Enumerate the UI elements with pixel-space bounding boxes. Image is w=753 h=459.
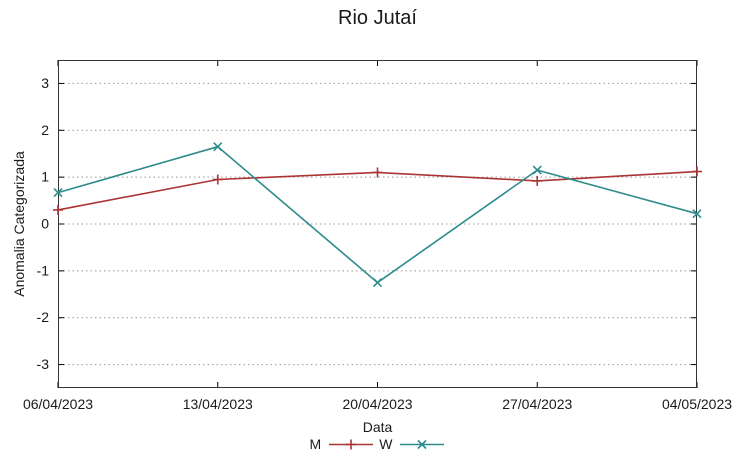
series-marker-M [692, 166, 702, 177]
series-line-W [57, 145, 698, 284]
y-tick-label: 2 [41, 122, 49, 138]
x-tick-label: 06/04/2023 [23, 396, 93, 412]
legend-sample-marker-W-stroke [417, 439, 428, 449]
x-tick-label: 13/04/2023 [183, 396, 253, 412]
series-marker-W [692, 209, 702, 219]
x-tick-label: 20/04/2023 [342, 396, 412, 412]
plot-border [58, 60, 697, 388]
x-tick-label: 04/05/2023 [662, 396, 732, 412]
series-marker-W-stroke [53, 188, 63, 198]
series-marker-M [53, 204, 63, 215]
series-marker-W-stroke [213, 142, 223, 152]
y-tick-label: -2 [37, 309, 50, 325]
y-tick-label: 1 [41, 169, 49, 185]
x-tick-label: 27/04/2023 [502, 396, 572, 412]
legend-entry-M: M [310, 436, 375, 452]
series-marker-M [372, 167, 383, 178]
legend-entry-W: W [379, 436, 445, 452]
legend-sample-marker-M [346, 439, 357, 449]
legend-sample-marker-W [417, 439, 428, 449]
chart-title: Rio Jutaí [338, 7, 417, 29]
series-marker-M [212, 174, 223, 185]
series-marker-W-stroke [692, 209, 702, 219]
x-axis-label: Data [362, 419, 393, 435]
series-marker-M [532, 175, 543, 186]
legend-label-M: M [309, 436, 322, 452]
series-marker-W [53, 188, 63, 198]
legend-label-W: W [379, 436, 393, 452]
series-marker-W [532, 165, 542, 175]
legend-sample-M [329, 439, 374, 449]
series-marker-W-stroke [372, 278, 383, 288]
series-marker-W-stroke [532, 165, 542, 175]
series-marker-W [213, 142, 223, 152]
series-marker-W [372, 278, 383, 288]
y-tick-label: -3 [37, 356, 50, 372]
y-tick-label: 0 [41, 216, 49, 232]
legend-sample-W [400, 439, 445, 449]
y-tick-label: 3 [41, 75, 49, 91]
y-tick-label: -1 [37, 262, 50, 278]
